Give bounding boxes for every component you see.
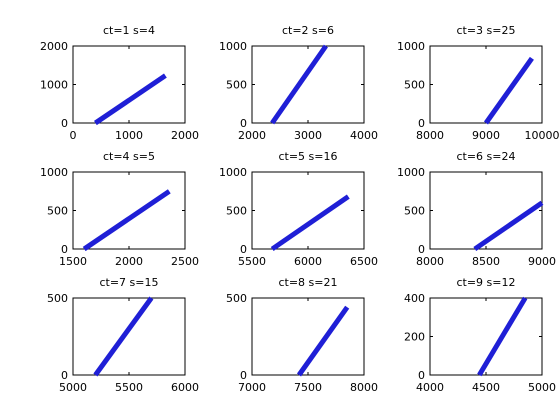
series-line	[270, 194, 350, 252]
x-tick-label: 6000	[294, 255, 322, 268]
subplot-title: ct=3 s=25	[456, 24, 515, 37]
plot-area-frame	[72, 45, 186, 124]
x-tick-label: 8000	[416, 255, 444, 268]
x-tick-label: 0	[70, 129, 77, 142]
series-line	[296, 305, 350, 377]
series-line	[270, 44, 328, 125]
x-tick-label: 7500	[294, 381, 322, 394]
series-line	[477, 296, 528, 377]
x-tick-label: 10000	[525, 129, 560, 142]
subplot-4: ct=4 s=5 1500 2000 2500 0 500 1000	[40, 150, 199, 268]
subplot-7: ct=7 s=15 5000 5500 6000 0 500	[47, 276, 199, 394]
x-tick-label: 8000	[350, 381, 378, 394]
y-tick-label: 200	[404, 331, 425, 344]
subplot-title: ct=8 s=21	[278, 276, 337, 289]
y-tick-label: 1000	[40, 166, 68, 179]
subplot-title: ct=6 s=24	[456, 150, 515, 163]
x-tick-label: 1000	[115, 129, 143, 142]
y-tick-label: 0	[61, 117, 68, 130]
x-tick-label: 6500	[350, 255, 378, 268]
x-tick-label: 7000	[238, 381, 266, 394]
plot-area-frame	[251, 45, 365, 124]
subplot-6: ct=6 s=24 8000 8500 9000 0 500 1000	[397, 150, 556, 268]
y-tick-label: 0	[240, 369, 247, 382]
y-tick-label: 0	[418, 117, 425, 130]
x-tick-label: 6000	[171, 381, 199, 394]
series-line	[93, 73, 167, 126]
x-tick-label: 9000	[528, 255, 556, 268]
x-tick-label: 2000	[171, 129, 199, 142]
y-tick-label: 1000	[397, 166, 425, 179]
x-tick-label: 5500	[115, 381, 143, 394]
x-tick-label: 8000	[416, 129, 444, 142]
subplot-9: ct=9 s=12 4000 4500 5000 0 200 400	[404, 276, 556, 394]
x-tick-label: 4000	[416, 381, 444, 394]
x-tick-label: 5500	[238, 255, 266, 268]
plot-area-frame	[429, 45, 543, 124]
x-tick-label: 2000	[115, 255, 143, 268]
subplot-2: ct=2 s=6 2000 3000 4000 0 500 1000	[219, 24, 378, 142]
plot-area-frame	[251, 171, 365, 250]
y-tick-label: 1000	[397, 40, 425, 53]
y-tick-label: 0	[240, 117, 247, 130]
series-line	[473, 200, 544, 252]
subplot-title: ct=7 s=15	[99, 276, 158, 289]
series-line	[483, 56, 534, 125]
plot-area-frame	[429, 171, 543, 250]
x-tick-label: 2000	[238, 129, 266, 142]
y-tick-label: 1000	[219, 40, 247, 53]
y-tick-label: 400	[404, 292, 425, 305]
subplot-title: ct=1 s=4	[103, 24, 155, 37]
x-tick-label: 8500	[472, 255, 500, 268]
y-tick-label: 0	[61, 243, 68, 256]
subplot-1: ct=1 s=4 0 1000 2000 0 1000 2000	[40, 24, 199, 142]
subplot-title: ct=5 s=16	[278, 150, 337, 163]
y-tick-label: 500	[404, 79, 425, 92]
subplot-title: ct=2 s=6	[282, 24, 334, 37]
subplot-title: ct=9 s=12	[456, 276, 515, 289]
subplot-title: ct=4 s=5	[103, 150, 155, 163]
y-tick-label: 500	[226, 205, 247, 218]
y-tick-label: 0	[240, 243, 247, 256]
subplot-3: ct=3 s=25 8000 9000 10000 0 500 1000	[397, 24, 560, 142]
y-tick-label: 500	[47, 205, 68, 218]
x-tick-label: 5000	[528, 381, 556, 394]
x-tick-label: 4000	[350, 129, 378, 142]
subplot-5: ct=5 s=16 5500 6000 6500 0 500 1000	[219, 150, 378, 268]
y-tick-label: 2000	[40, 40, 68, 53]
y-tick-label: 500	[226, 79, 247, 92]
y-tick-label: 1000	[40, 79, 68, 92]
series-line	[82, 189, 171, 252]
x-tick-label: 1500	[59, 255, 87, 268]
y-tick-label: 500	[226, 292, 247, 305]
y-tick-label: 500	[404, 205, 425, 218]
y-tick-label: 500	[47, 292, 68, 305]
x-tick-label: 2500	[171, 255, 199, 268]
y-tick-label: 0	[61, 369, 68, 382]
y-tick-label: 0	[418, 243, 425, 256]
subplot-8: ct=8 s=21 7000 7500 8000 0 500	[226, 276, 378, 394]
series-line	[93, 296, 154, 377]
y-tick-label: 1000	[219, 166, 247, 179]
y-tick-label: 0	[418, 369, 425, 382]
x-tick-label: 5000	[59, 381, 87, 394]
plot-area-frame	[72, 171, 186, 250]
x-tick-label: 9000	[472, 129, 500, 142]
x-tick-label: 4500	[472, 381, 500, 394]
plot-area-frame	[72, 297, 186, 376]
x-tick-label: 3000	[294, 129, 322, 142]
